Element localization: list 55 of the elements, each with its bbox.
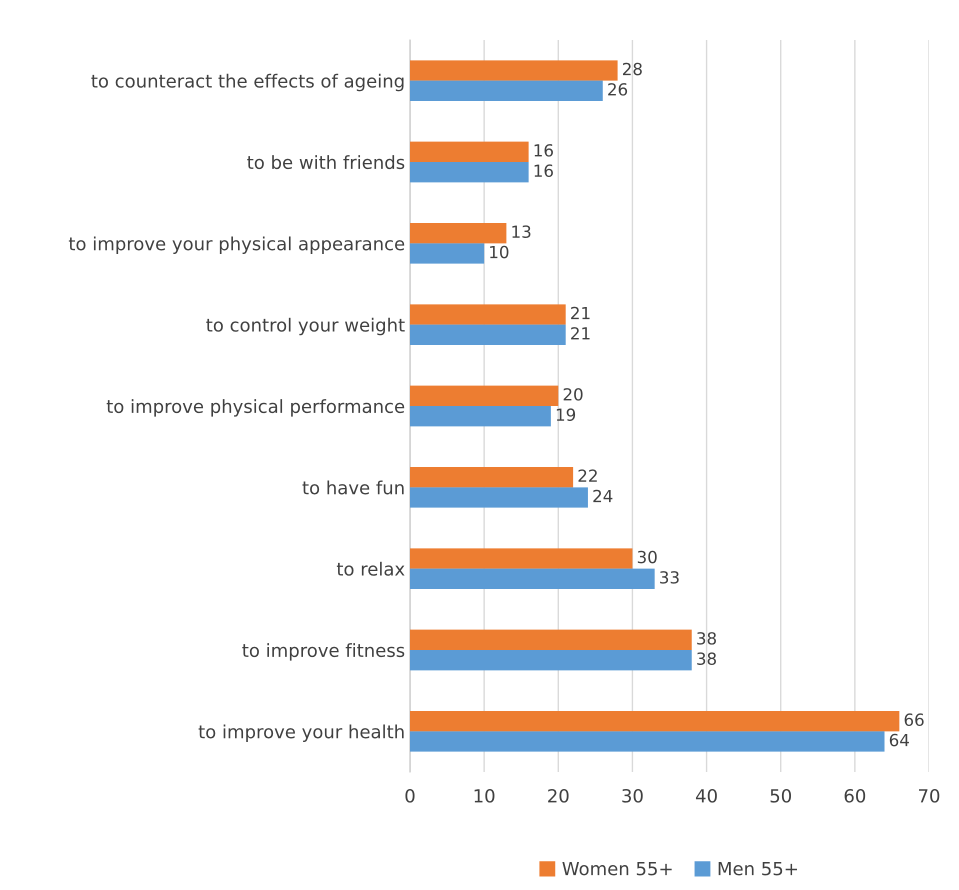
data-label: 13: [512, 225, 530, 238]
x-tick-label: 0: [405, 788, 415, 803]
data-label: 66: [904, 713, 924, 726]
data-label: 28: [622, 62, 642, 76]
data-label: 33: [660, 571, 679, 584]
legend-label: Men 55+: [718, 862, 797, 876]
data-label: 21: [571, 306, 590, 320]
x-tick-label: 30: [622, 788, 643, 803]
bar: [410, 711, 900, 732]
bar: [410, 467, 574, 488]
data-label: 19: [556, 408, 576, 422]
bar: [410, 630, 692, 650]
bar: [410, 731, 885, 752]
data-label: 26: [608, 83, 628, 96]
bar: [410, 324, 566, 345]
y-tick-label: to control your weight: [206, 318, 405, 336]
data-label: 24: [593, 490, 612, 502]
x-tick-label: 60: [844, 788, 866, 803]
y-tick-label: to improve your physical appearance: [68, 236, 404, 254]
bar: [410, 304, 566, 325]
data-label: 16: [534, 144, 553, 157]
bar: [410, 162, 529, 182]
y-tick-label: to improve your health: [198, 724, 404, 742]
bar: [410, 142, 529, 162]
data-label: 64: [890, 734, 909, 746]
data-label: 20: [564, 388, 583, 401]
data-label: 22: [578, 469, 597, 482]
legend-label: Women 55+: [562, 862, 672, 876]
bar: [410, 406, 551, 426]
y-tick-label: to improve fitness: [242, 643, 404, 661]
bar: [410, 548, 632, 569]
bar: [410, 386, 558, 406]
bar: [410, 487, 588, 508]
x-tick-label: 10: [474, 788, 494, 803]
data-label: 16: [534, 164, 553, 178]
y-tick-label: to relax: [336, 562, 405, 576]
bar: [410, 568, 655, 589]
bar: [410, 650, 692, 670]
bar: [410, 80, 603, 101]
y-tick-label: to have fun: [302, 480, 404, 494]
data-label: 38: [697, 652, 716, 666]
x-tick-label: 50: [770, 788, 792, 803]
y-tick-label: to be with friends: [247, 155, 404, 170]
x-tick-label: 40: [696, 788, 717, 803]
data-label: 38: [697, 632, 716, 645]
data-label: 21: [571, 327, 590, 340]
y-tick-label: to counteract the effects of ageing: [91, 74, 404, 92]
y-tick-label: to improve physical performance: [106, 399, 404, 417]
bar: [410, 60, 618, 81]
bar: [410, 223, 506, 244]
bar: [410, 243, 484, 264]
x-tick-label: 70: [918, 788, 940, 803]
data-label: 30: [638, 550, 657, 564]
data-label: 10: [490, 246, 508, 258]
x-tick-label: 20: [548, 788, 569, 803]
